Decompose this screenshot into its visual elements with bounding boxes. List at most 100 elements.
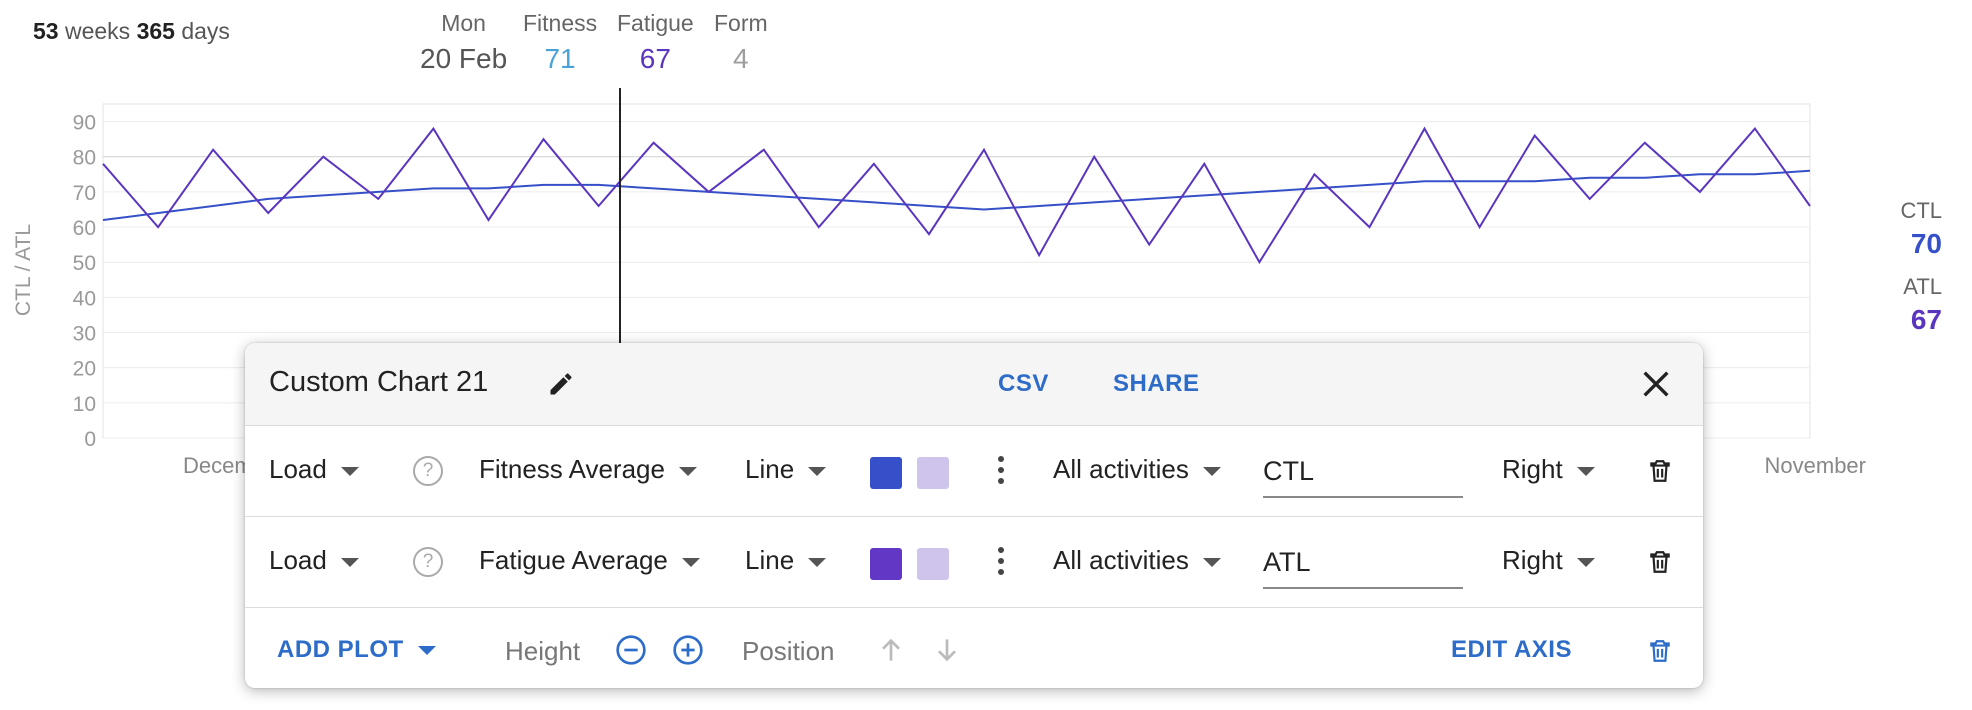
chevron-down-icon <box>340 557 359 567</box>
chart-lines <box>102 126 1811 265</box>
trash-icon[interactable] <box>1647 456 1673 486</box>
chevron-down-icon <box>808 557 827 567</box>
series-line-ctl <box>102 169 1811 221</box>
metric-value: Load <box>269 545 327 575</box>
field-value: Fitness Average <box>479 454 665 484</box>
y-tick-label: 20 <box>73 358 96 381</box>
field-value: Fatigue Average <box>479 545 668 575</box>
trash-icon[interactable] <box>1647 636 1673 666</box>
csv-button[interactable]: CSV <box>998 370 1049 397</box>
arrow-down-icon[interactable] <box>931 634 963 666</box>
side-legend-ctl: CTL 70 <box>1900 198 1942 260</box>
tooltip-fitness-label: Fitness <box>523 10 598 36</box>
line-color-swatch[interactable] <box>870 457 902 489</box>
x-tick-label: November <box>1765 453 1866 478</box>
tooltip-fatigue-label: Fatigue <box>617 10 694 36</box>
custom-chart-panel: Custom Chart 21 CSV SHARE Load ? Fitness… <box>245 343 1703 688</box>
position-label: Position <box>742 636 835 666</box>
plot-row: Load ? Fitness Average Line All activiti… <box>245 426 1703 517</box>
share-button[interactable]: SHARE <box>1113 370 1200 397</box>
style-select[interactable]: Line <box>745 454 827 485</box>
chevron-down-icon <box>340 466 359 476</box>
chevron-down-icon <box>1202 557 1221 567</box>
y-tick-label: 80 <box>73 147 96 170</box>
axis-select[interactable]: Right <box>1502 545 1595 576</box>
style-value: Line <box>745 545 795 575</box>
y-tick-label: 50 <box>73 252 96 275</box>
add-plot-button[interactable]: ADD PLOT <box>277 636 436 664</box>
more-vert-icon[interactable] <box>998 547 1004 580</box>
y-tick-label: 60 <box>73 217 96 240</box>
field-select[interactable]: Fitness Average <box>479 454 697 485</box>
side-atl-value: 67 <box>1910 304 1942 335</box>
tooltip-fatigue: Fatigue 67 <box>617 10 694 75</box>
minus-circle-icon[interactable] <box>615 634 647 666</box>
edit-axis-button[interactable]: EDIT AXIS <box>1451 636 1572 663</box>
help-icon[interactable]: ? <box>413 456 443 486</box>
series-line-atl <box>102 126 1811 265</box>
tooltip-form: Form 4 <box>714 10 768 75</box>
panel-title: Custom Chart 21 <box>269 366 489 398</box>
trash-icon[interactable] <box>1647 547 1673 577</box>
tooltip-fitness: Fitness 71 <box>523 10 597 75</box>
weeks-label: weeks <box>64 18 131 44</box>
tooltip-fatigue-value: 67 <box>639 43 671 74</box>
chevron-down-icon <box>1576 557 1595 567</box>
days-count: 365 <box>136 18 175 44</box>
chevron-down-icon <box>678 466 697 476</box>
line-color-swatch[interactable] <box>870 548 902 580</box>
y-tick-label: 70 <box>73 182 96 205</box>
y-axis-ticks: 0 10 20 30 40 50 60 70 80 90 <box>73 112 96 451</box>
plot-row: Load ? Fatigue Average Line All activiti… <box>245 517 1703 608</box>
side-legend-atl: ATL 67 <box>1903 274 1942 336</box>
axis-value: Right <box>1502 454 1563 484</box>
help-icon[interactable]: ? <box>413 547 443 577</box>
arrow-up-icon[interactable] <box>875 634 907 666</box>
y-tick-label: 30 <box>73 323 96 346</box>
add-plot-label: ADD PLOT <box>277 636 404 663</box>
filter-select[interactable]: All activities <box>1053 454 1221 485</box>
style-select[interactable]: Line <box>745 545 827 576</box>
series-label-input[interactable]: CTL <box>1263 446 1463 498</box>
side-ctl-value: 70 <box>1910 228 1942 259</box>
style-value: Line <box>745 454 795 484</box>
filter-select[interactable]: All activities <box>1053 545 1221 576</box>
panel-footer: ADD PLOT Height Position EDIT AXIS <box>245 608 1703 688</box>
pencil-icon[interactable] <box>547 370 575 398</box>
filter-value: All activities <box>1053 454 1189 484</box>
tooltip-form-label: Form <box>714 10 768 36</box>
axis-select[interactable]: Right <box>1502 454 1595 485</box>
tooltip-fitness-value: 71 <box>544 43 576 74</box>
y-tick-label: 40 <box>73 287 96 310</box>
tooltip-date: Mon 20 Feb <box>420 10 507 75</box>
y-tick-label: 0 <box>84 428 96 451</box>
metric-select[interactable]: Load <box>269 454 359 485</box>
side-ctl-label: CTL <box>1900 198 1942 223</box>
y-tick-label: 10 <box>73 393 96 416</box>
days-label: days <box>181 18 230 44</box>
field-select[interactable]: Fatigue Average <box>479 545 700 576</box>
chevron-down-icon <box>1576 466 1595 476</box>
fill-color-swatch[interactable] <box>917 548 949 580</box>
plus-circle-icon[interactable] <box>672 634 704 666</box>
chevron-down-icon <box>681 557 700 567</box>
weeks-count: 53 <box>33 18 59 44</box>
metric-select[interactable]: Load <box>269 545 359 576</box>
series-label-input[interactable]: ATL <box>1263 537 1463 589</box>
tooltip-day-label: Mon <box>441 10 486 36</box>
close-icon[interactable] <box>1639 367 1673 401</box>
height-label: Height <box>505 636 581 666</box>
chevron-down-icon <box>417 646 436 656</box>
tooltip-date-value: 20 Feb <box>420 43 508 74</box>
y-tick-label: 90 <box>73 112 96 135</box>
more-vert-icon[interactable] <box>998 456 1004 489</box>
chevron-down-icon <box>1202 466 1221 476</box>
y-axis-label: CTL / ATL <box>12 224 35 316</box>
filter-value: All activities <box>1053 545 1189 575</box>
fill-color-swatch[interactable] <box>917 457 949 489</box>
side-atl-label: ATL <box>1903 274 1942 299</box>
panel-header: Custom Chart 21 CSV SHARE <box>245 343 1703 426</box>
date-range: 53 weeks 365 days <box>33 18 230 45</box>
chevron-down-icon <box>808 466 827 476</box>
tooltip-form-value: 4 <box>733 43 749 74</box>
